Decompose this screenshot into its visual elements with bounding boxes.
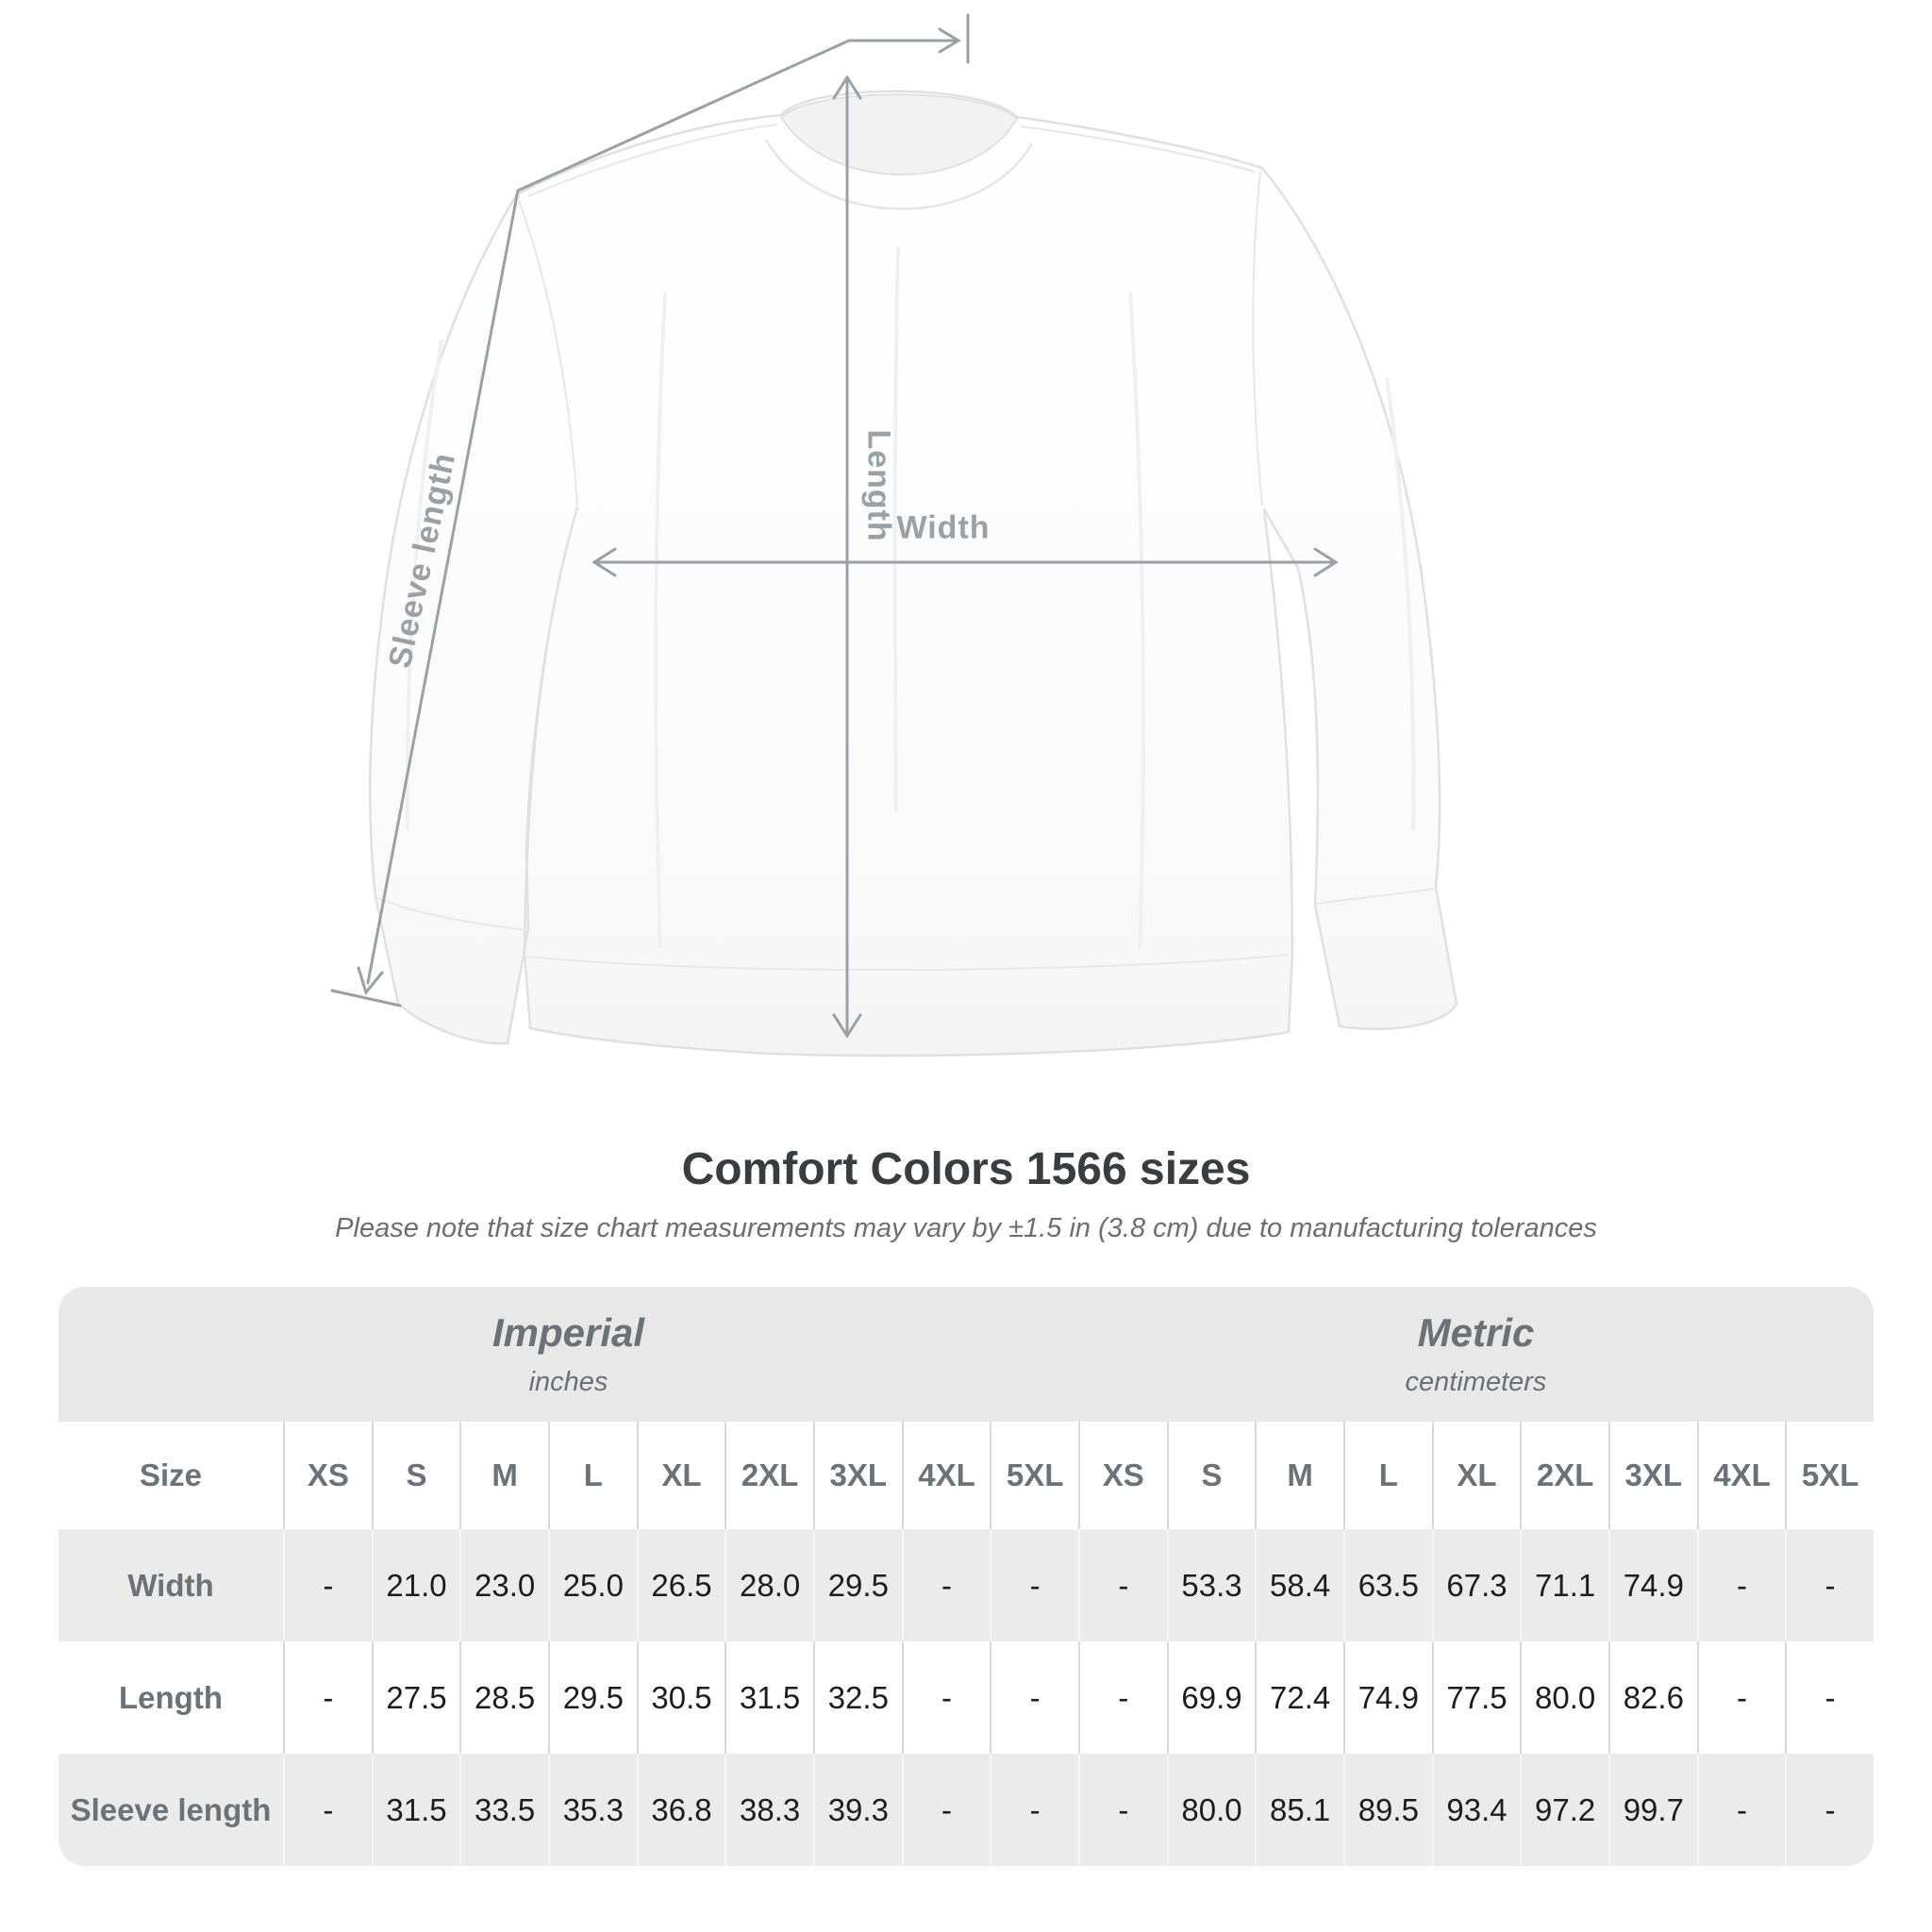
- metric-unit-label: centimeters: [1405, 1367, 1547, 1397]
- size-value-cell: 27.5: [371, 1641, 460, 1754]
- collar-seam: [764, 139, 1034, 210]
- size-column-header: 4XL: [901, 1422, 991, 1529]
- size-value-cell: 33.5: [459, 1754, 548, 1866]
- size-value-cell: 89.5: [1342, 1754, 1432, 1866]
- size-column-header: 3XL: [1607, 1422, 1697, 1529]
- size-value-cell: -: [1785, 1641, 1874, 1754]
- size-column-header: M: [1255, 1422, 1343, 1529]
- garment-seams: [376, 124, 1435, 972]
- row-label-width: Width: [58, 1529, 283, 1641]
- size-column-header: 2XL: [724, 1422, 813, 1529]
- size-value-cell: 85.1: [1255, 1754, 1343, 1866]
- size-value-cell: -: [1696, 1529, 1786, 1641]
- imperial-unit-label: inches: [528, 1367, 608, 1397]
- size-value-cell: 32.5: [812, 1641, 902, 1754]
- width-arrow: [591, 547, 1339, 577]
- size-value-cell: 29.5: [547, 1641, 637, 1754]
- size-value-cell: -: [990, 1641, 1078, 1754]
- size-value-cell: -: [1785, 1529, 1874, 1641]
- size-column-header: XL: [636, 1422, 725, 1529]
- size-column-header: XL: [1431, 1422, 1521, 1529]
- size-value-cell: -: [1696, 1641, 1786, 1754]
- size-value-cell: -: [283, 1641, 372, 1754]
- length-arrow: [832, 75, 862, 1039]
- size-value-cell: 28.0: [724, 1529, 813, 1641]
- size-column-header: 5XL: [990, 1422, 1078, 1529]
- size-value-cell: 30.5: [636, 1641, 725, 1754]
- row-label-length: Length: [58, 1641, 283, 1754]
- size-value-cell: 26.5: [636, 1529, 725, 1641]
- size-corner-header: Size: [58, 1422, 283, 1529]
- size-value-cell: 21.0: [371, 1529, 460, 1641]
- size-value-cell: 93.4: [1431, 1754, 1521, 1866]
- size-value-cell: 35.3: [547, 1754, 637, 1866]
- size-value-cell: 77.5: [1431, 1641, 1521, 1754]
- size-value-cell: -: [1696, 1754, 1786, 1866]
- size-column-header: XS: [1077, 1422, 1167, 1529]
- sweatshirt-illustration: [369, 90, 1458, 1058]
- size-column-header: 3XL: [812, 1422, 902, 1529]
- product-figure: Length Width Sleeve length: [330, 13, 1458, 1058]
- length-dimension-label: Length: [860, 429, 897, 542]
- size-value-cell: 80.0: [1520, 1641, 1608, 1754]
- size-value-cell: -: [901, 1529, 991, 1641]
- page-title: Comfort Colors 1566 sizes: [681, 1144, 1251, 1194]
- size-column-header: 5XL: [1785, 1422, 1874, 1529]
- size-value-cell: 72.4: [1255, 1641, 1343, 1754]
- size-value-cell: 58.4: [1255, 1529, 1343, 1641]
- size-value-cell: 74.9: [1607, 1529, 1697, 1641]
- size-value-cell: 63.5: [1342, 1529, 1432, 1641]
- row-label-sleeve-length: Sleeve length: [58, 1754, 283, 1866]
- metric-group-label: Metric: [1417, 1310, 1535, 1355]
- size-value-cell: -: [1077, 1754, 1167, 1866]
- size-value-cell: 31.5: [724, 1641, 813, 1754]
- size-value-cell: 38.3: [724, 1754, 813, 1866]
- size-value-cell: 82.6: [1607, 1641, 1697, 1754]
- metric-group-header: Metric centimeters: [1077, 1287, 1874, 1422]
- size-value-cell: 25.0: [547, 1529, 637, 1641]
- size-value-cell: 99.7: [1607, 1754, 1697, 1866]
- size-value-cell: 67.3: [1431, 1529, 1521, 1641]
- size-value-cell: -: [283, 1529, 372, 1641]
- size-column-header: XS: [283, 1422, 372, 1529]
- imperial-group-label: Imperial: [491, 1310, 645, 1355]
- size-value-cell: 31.5: [371, 1754, 460, 1866]
- size-value-cell: 28.5: [459, 1641, 548, 1754]
- size-column-header: S: [1166, 1422, 1256, 1529]
- size-value-cell: -: [990, 1754, 1078, 1866]
- size-value-cell: -: [283, 1754, 372, 1866]
- tolerance-note: Please note that size chart measurements…: [335, 1213, 1597, 1243]
- size-column-header: M: [459, 1422, 548, 1529]
- size-column-header: L: [1342, 1422, 1432, 1529]
- size-column-header: 2XL: [1520, 1422, 1608, 1529]
- size-column-header: L: [547, 1422, 637, 1529]
- size-value-cell: 29.5: [812, 1529, 902, 1641]
- width-dimension-label: Width: [896, 509, 991, 546]
- size-value-cell: 71.1: [1520, 1529, 1608, 1641]
- size-value-cell: -: [1077, 1641, 1167, 1754]
- collar-opening: [779, 93, 1019, 175]
- size-value-cell: -: [901, 1754, 991, 1866]
- size-value-cell: -: [901, 1641, 991, 1754]
- fabric-folds: [405, 246, 1416, 949]
- sweatshirt-diagram: [330, 13, 1458, 1058]
- size-value-cell: 80.0: [1166, 1754, 1256, 1866]
- size-value-cell: 23.0: [459, 1529, 548, 1641]
- size-value-cell: -: [990, 1529, 1078, 1641]
- size-value-cell: 36.8: [636, 1754, 725, 1866]
- sweatshirt-body: [369, 90, 1458, 1058]
- size-table: Imperial inches Metric centimeters Size …: [58, 1287, 1874, 1866]
- size-column-header: S: [371, 1422, 460, 1529]
- size-value-cell: 74.9: [1342, 1641, 1432, 1754]
- size-value-cell: 97.2: [1520, 1754, 1608, 1866]
- size-value-cell: 53.3: [1166, 1529, 1256, 1641]
- size-value-cell: 69.9: [1166, 1641, 1256, 1754]
- size-value-cell: -: [1077, 1529, 1167, 1641]
- size-value-cell: -: [1785, 1754, 1874, 1866]
- size-value-cell: 39.3: [812, 1754, 902, 1866]
- size-column-header: 4XL: [1696, 1422, 1786, 1529]
- sleeve-length-arrow: [330, 13, 970, 1008]
- imperial-group-header: Imperial inches: [58, 1287, 1078, 1422]
